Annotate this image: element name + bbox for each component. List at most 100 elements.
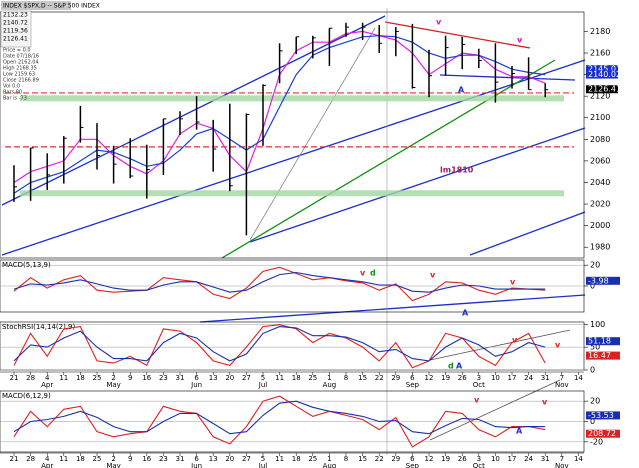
x-tick-label: 28 [26,374,35,382]
x-tick-label: 11 [59,374,68,382]
info-line: High 2168.35 [3,66,37,72]
x-tick-label: 19 [441,455,450,463]
x-tick-label: 22 [375,455,384,463]
x-tick-label: 12 [425,374,434,382]
info-line: Close 2166.89 [3,78,39,84]
line [13,395,546,448]
annotation: d [448,362,454,371]
annotation: v [474,396,480,405]
x-tick-label: 26 [458,374,467,382]
x-tick-label: 13 [209,374,218,382]
annotation: v [360,269,366,278]
last-bar-value: 2140.72 [3,20,28,27]
panel-title: StochRSI(14,14(2),9) [2,323,75,331]
trend-line [221,59,556,259]
price-label: 2126.41 [588,85,621,94]
month-label: Oct [473,462,485,468]
x-tick-label: 27 [242,374,251,382]
x-tick-label: 27 [242,455,251,463]
trend-line [249,27,376,241]
line [13,400,546,435]
month-label: Jul [258,381,268,389]
month-label: May [106,381,120,389]
annotation: A [456,362,463,371]
annotation: A [458,86,465,95]
trend-line [469,211,586,256]
x-tick-label: 21 [10,374,19,382]
x-tick-label: 10 [491,374,500,382]
y-tick-label: 2100 [590,113,610,122]
month-label: Apr [41,381,53,389]
annotation: v [430,271,436,280]
x-tick-label: 25 [93,374,102,382]
value-label: -3.98 [588,276,609,285]
x-tick-label: 4 [45,455,50,463]
x-tick-label: 2 [111,374,115,382]
x-tick-label: 10 [491,455,500,463]
price-label-box [586,65,618,74]
x-tick-label: 18 [76,455,85,463]
value-label: 208.72 [588,429,616,438]
y-tick-label: 20 [590,261,600,270]
x-tick-label: 15 [358,374,367,382]
panel-frame [0,11,585,259]
y-tick-label: 2040 [590,178,610,187]
month-label: Jun [190,462,202,468]
panel-title: MACD(5,13,9) [2,261,51,269]
level-band [20,95,564,102]
x-tick-label: 17 [508,374,517,382]
trend-line [429,329,571,361]
x-tick-label: 8 [344,455,348,463]
x-tick-label: 11 [275,455,284,463]
month-label: Sep [406,462,420,468]
x-tick-label: 12 [425,455,434,463]
x-tick-label: 7 [560,374,564,382]
x-tick-label: 14 [574,374,583,382]
x-tick-label: 6 [194,374,199,382]
level-band [20,190,564,197]
annotation: v [510,278,516,287]
y-tick-label: 2060 [590,156,610,165]
x-tick-label: 21 [10,455,19,463]
price-label-box [586,85,618,94]
value-label-box [586,429,620,438]
y-tick-label: -20 [590,437,603,446]
x-tick-label: 9 [128,455,132,463]
x-tick-label: 24 [524,455,533,463]
info-line: Open 2162.04 [3,60,39,66]
month-label: Nov [555,381,569,389]
x-tick-label: 16 [142,374,151,382]
price-label-box [586,70,618,79]
y-tick-label: 100 [590,320,605,329]
annotation: v [542,398,548,407]
annotation: lm1810 [440,166,474,175]
info-box [0,10,32,48]
x-tick-label: 19 [441,374,450,382]
x-tick-label: 15 [358,455,367,463]
month-label: Nov [555,462,569,468]
x-tick-label: 11 [275,374,284,382]
y-tick-label: 0 [590,366,595,375]
x-tick-label: 6 [410,455,415,463]
month-label: Apr [41,462,53,468]
y-tick-label: 2080 [590,135,610,144]
x-tick-label: 20 [225,455,234,463]
x-tick-label: 3 [477,455,481,463]
x-tick-label: 6 [194,455,199,463]
value-label-box [586,411,620,420]
month-label: Jul [258,462,268,468]
x-tick-label: 25 [308,374,317,382]
x-tick-label: 25 [308,455,317,463]
y-tick-label: 20 [590,397,600,406]
x-tick-label: 16 [142,455,151,463]
value-label-box [586,276,620,285]
info-line: Date 07/18/16 [3,54,39,60]
x-tick-label: 31 [541,455,550,463]
y-tick-label: 2020 [590,200,610,209]
value-label: 16.47 [588,351,611,360]
x-tick-label: 2 [111,455,115,463]
value-label: 51.18 [588,337,611,346]
y-tick-label: 1980 [590,243,610,252]
annotation: d [370,269,376,278]
info-line: Bars 80 [3,90,22,96]
